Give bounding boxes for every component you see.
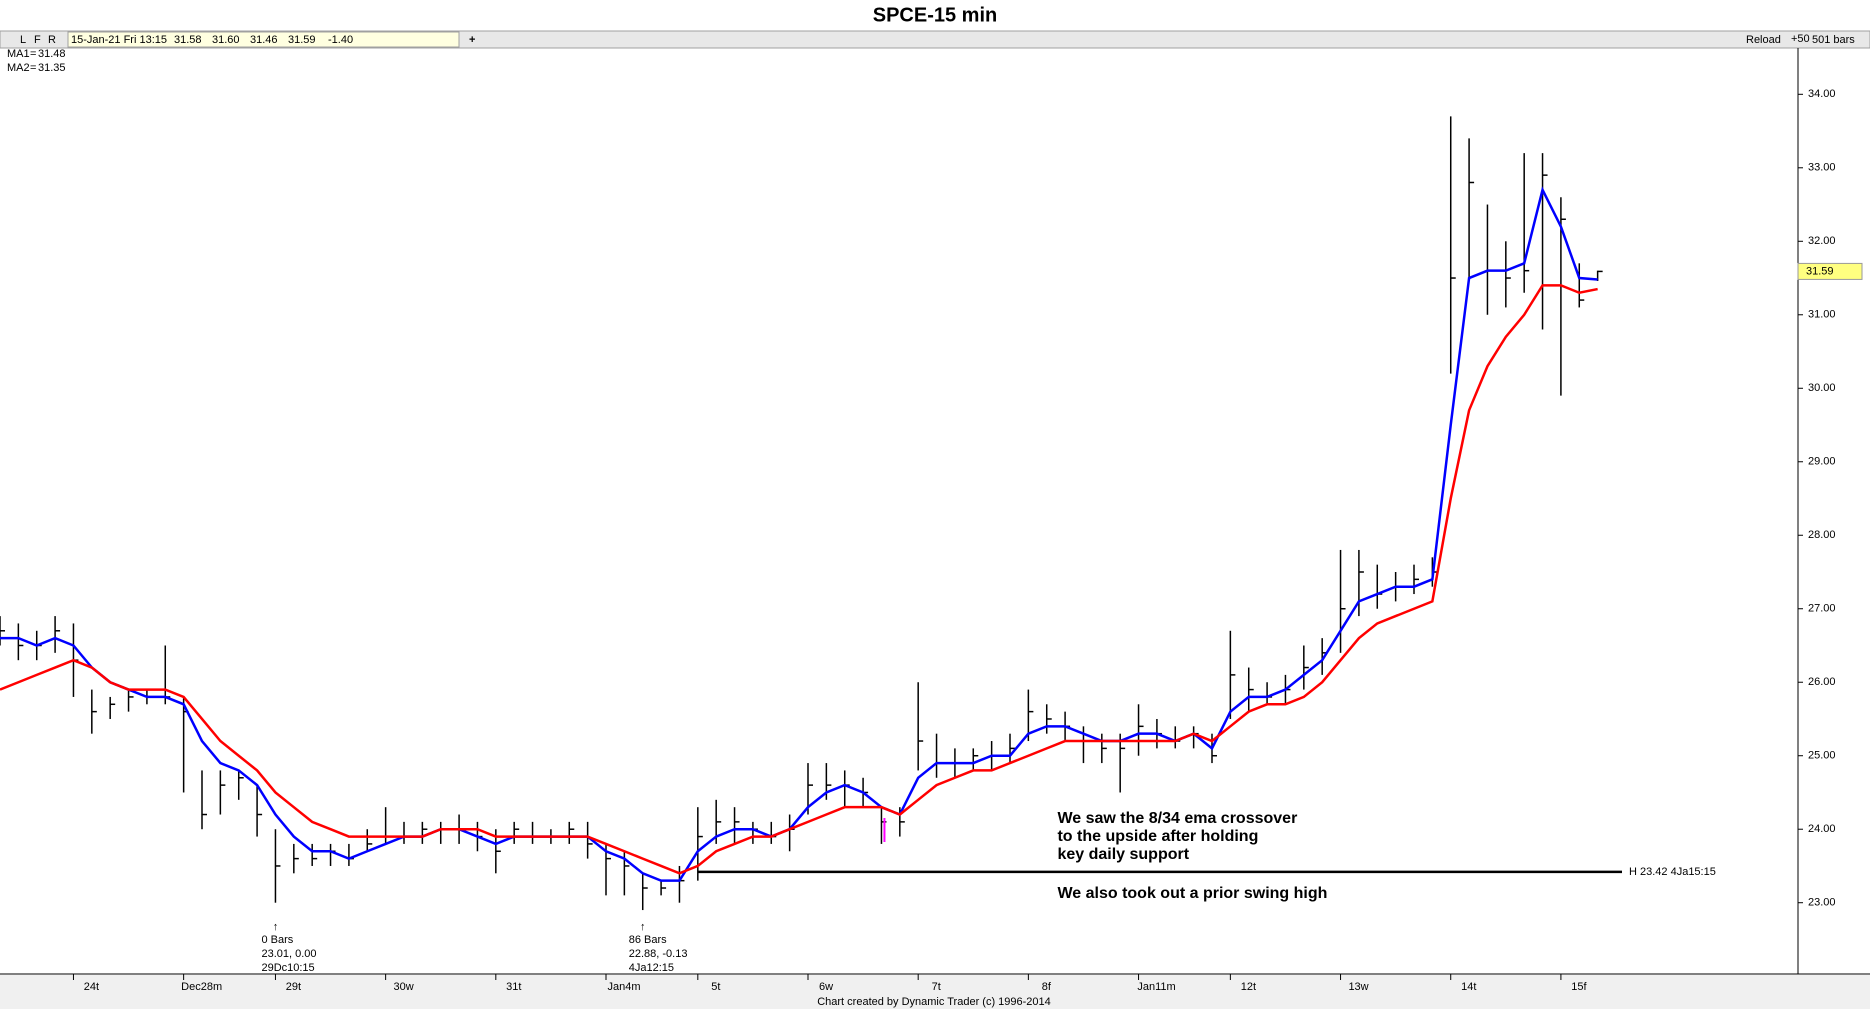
y-tick-label: 24.00	[1808, 823, 1836, 835]
y-tick-label: 26.00	[1808, 676, 1836, 688]
quote-high: 31.60	[212, 34, 240, 46]
x-tick-label: 6w	[819, 981, 833, 993]
button[interactable]: L	[20, 34, 26, 46]
annotation: key daily support	[1057, 846, 1189, 863]
reload-button[interactable]: Reload	[1746, 34, 1781, 46]
bar-note: 4Ja12:15	[629, 962, 674, 974]
y-tick-label: 32.00	[1808, 235, 1836, 247]
legend-name: MA1	[7, 48, 30, 60]
button[interactable]: F	[34, 34, 41, 46]
x-tick-label: 7t	[932, 981, 941, 993]
button[interactable]: R	[48, 34, 56, 46]
x-tick-label: 15f	[1571, 981, 1587, 993]
bar-note: 22.88, -0.13	[629, 948, 688, 960]
x-tick-label: 24t	[84, 981, 99, 993]
legend-name: MA2	[7, 62, 30, 74]
price-label: 31.59	[1806, 265, 1834, 277]
x-tick-label: Jan4m	[607, 981, 640, 993]
legend-eq: =	[30, 62, 36, 74]
y-tick-label: 23.00	[1808, 897, 1836, 909]
x-tick-label: 29t	[286, 981, 301, 993]
legend-value: 31.48	[38, 48, 66, 60]
quote-box	[67, 31, 460, 48]
legend-eq: =	[30, 48, 36, 60]
x-tick-label: 12t	[1241, 981, 1256, 993]
y-tick-label: 31.00	[1808, 309, 1836, 321]
legend-value: 31.35	[38, 62, 66, 74]
y-tick-label: 28.00	[1808, 529, 1836, 541]
y-tick-label: 34.00	[1808, 88, 1836, 100]
x-axis-strip	[0, 975, 1870, 1009]
arrow: ↑	[640, 921, 646, 933]
quote-open: 31.58	[174, 34, 202, 46]
annotation: to the upside after holding	[1057, 828, 1258, 845]
price-box	[1797, 262, 1863, 280]
bar-note: 29Dc10:15	[261, 962, 314, 974]
ma-line	[0, 186, 1598, 882]
ma-line	[0, 284, 1598, 875]
toolbar	[0, 30, 1870, 49]
step-button[interactable]: +50	[1791, 33, 1810, 45]
quote-date: 15-Jan-21 Fri 13:15	[71, 34, 167, 46]
annotation: We saw the 8/34 ema crossover	[1057, 810, 1297, 827]
arrow: ↑	[273, 921, 279, 933]
x-tick-label: 5t	[711, 981, 720, 993]
bar-note: 23.01, 0.00	[261, 948, 316, 960]
quote-low: 31.46	[250, 34, 278, 46]
bar-note: 86 Bars	[629, 934, 667, 946]
x-tick-label: Dec28m	[181, 981, 222, 993]
bar-count: 501 bars	[1812, 34, 1855, 46]
x-tick-label: Jan11m	[1137, 981, 1175, 993]
y-tick-label: 33.00	[1808, 162, 1836, 174]
x-tick-label: 30w	[394, 981, 414, 993]
x-tick-label: 8f	[1042, 981, 1052, 993]
x-tick-label: 31t	[506, 981, 521, 993]
bar-note: 0 Bars	[261, 934, 293, 946]
x-tick-label: 14t	[1461, 981, 1476, 993]
footer: Chart created by Dynamic Trader (c) 1996…	[817, 996, 1051, 1008]
swing-high-label: H 23.42 4Ja15:15	[1629, 866, 1716, 878]
y-tick-label: 25.00	[1808, 750, 1836, 762]
y-tick-label: 30.00	[1808, 382, 1836, 394]
x-tick-label: 13w	[1348, 981, 1368, 993]
y-tick-label: 29.00	[1808, 456, 1836, 468]
annotation: We also took out a prior swing high	[1057, 885, 1327, 902]
add-button[interactable]: +	[469, 34, 475, 46]
y-tick-label: 27.00	[1808, 603, 1836, 615]
quote-close: 31.59	[288, 34, 316, 46]
quote-change: -1.40	[328, 34, 353, 46]
chart-title: SPCE-15 min	[873, 4, 997, 26]
